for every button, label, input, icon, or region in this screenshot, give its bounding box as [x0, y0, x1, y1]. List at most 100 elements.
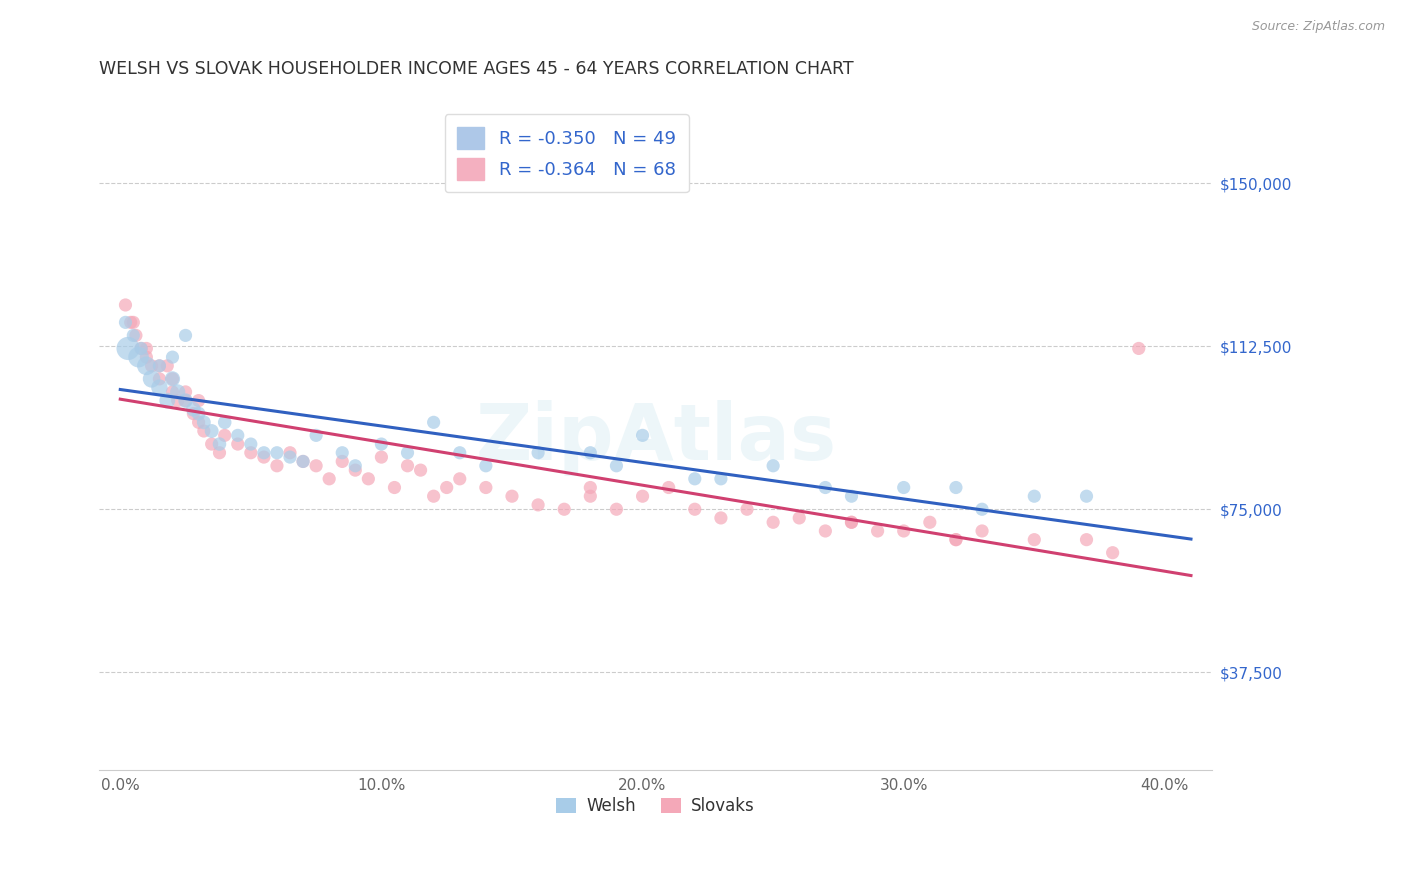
Point — [579, 481, 602, 495]
Point — [214, 415, 236, 429]
Point — [945, 533, 967, 547]
Point — [422, 415, 444, 429]
Point — [122, 315, 145, 329]
Point — [162, 372, 184, 386]
Point — [396, 458, 419, 473]
Point — [239, 446, 262, 460]
Point — [893, 524, 915, 538]
Point — [631, 489, 654, 503]
Point — [214, 428, 236, 442]
Point — [193, 424, 215, 438]
Point — [384, 481, 406, 495]
Point — [918, 516, 941, 530]
Point — [187, 407, 209, 421]
Point — [166, 393, 188, 408]
Point — [278, 450, 301, 464]
Point — [183, 402, 205, 417]
Point — [318, 472, 340, 486]
Point — [292, 454, 315, 468]
Point — [1076, 533, 1098, 547]
Point — [120, 315, 142, 329]
Point — [1128, 342, 1150, 356]
Point — [156, 393, 179, 408]
Point — [162, 350, 184, 364]
Point — [141, 359, 163, 373]
Point — [841, 516, 863, 530]
Point — [422, 489, 444, 503]
Point — [683, 502, 706, 516]
Point — [305, 458, 328, 473]
Point — [787, 511, 810, 525]
Point — [475, 458, 498, 473]
Point — [148, 380, 170, 394]
Point — [174, 384, 197, 399]
Point — [1024, 533, 1046, 547]
Point — [436, 481, 458, 495]
Point — [475, 481, 498, 495]
Point — [814, 524, 837, 538]
Point — [945, 533, 967, 547]
Point — [253, 446, 276, 460]
Point — [579, 446, 602, 460]
Point — [148, 359, 170, 373]
Point — [631, 428, 654, 442]
Point — [945, 481, 967, 495]
Point — [278, 446, 301, 460]
Point — [114, 298, 136, 312]
Point — [344, 458, 367, 473]
Point — [970, 524, 993, 538]
Point — [449, 472, 471, 486]
Point — [117, 342, 139, 356]
Point — [1101, 546, 1123, 560]
Point — [174, 393, 197, 408]
Point — [129, 342, 152, 356]
Point — [658, 481, 681, 495]
Point — [814, 481, 837, 495]
Point — [370, 450, 392, 464]
Point — [141, 372, 163, 386]
Point — [122, 328, 145, 343]
Point — [135, 342, 157, 356]
Point — [266, 446, 288, 460]
Point — [1024, 489, 1046, 503]
Point — [330, 446, 353, 460]
Point — [449, 446, 471, 460]
Point — [226, 437, 249, 451]
Point — [579, 489, 602, 503]
Point — [187, 415, 209, 429]
Point — [409, 463, 432, 477]
Point — [762, 516, 785, 530]
Point — [253, 450, 276, 464]
Point — [762, 458, 785, 473]
Point — [226, 428, 249, 442]
Point — [735, 502, 758, 516]
Point — [330, 454, 353, 468]
Point — [135, 359, 157, 373]
Point — [357, 472, 380, 486]
Point — [866, 524, 889, 538]
Legend: Welsh, Slovaks: Welsh, Slovaks — [550, 790, 762, 822]
Point — [344, 463, 367, 477]
Point — [605, 458, 627, 473]
Point — [292, 454, 315, 468]
Point — [129, 342, 152, 356]
Point — [710, 511, 733, 525]
Text: ZipAtlas: ZipAtlas — [475, 400, 837, 475]
Point — [208, 437, 231, 451]
Point — [201, 437, 224, 451]
Point — [148, 372, 170, 386]
Point — [841, 489, 863, 503]
Point — [201, 424, 224, 438]
Point — [370, 437, 392, 451]
Point — [156, 359, 179, 373]
Text: WELSH VS SLOVAK HOUSEHOLDER INCOME AGES 45 - 64 YEARS CORRELATION CHART: WELSH VS SLOVAK HOUSEHOLDER INCOME AGES … — [100, 61, 853, 78]
Point — [166, 384, 188, 399]
Point — [208, 446, 231, 460]
Point — [501, 489, 523, 503]
Point — [893, 481, 915, 495]
Point — [527, 498, 550, 512]
Point — [396, 446, 419, 460]
Point — [148, 359, 170, 373]
Point — [174, 328, 197, 343]
Point — [553, 502, 575, 516]
